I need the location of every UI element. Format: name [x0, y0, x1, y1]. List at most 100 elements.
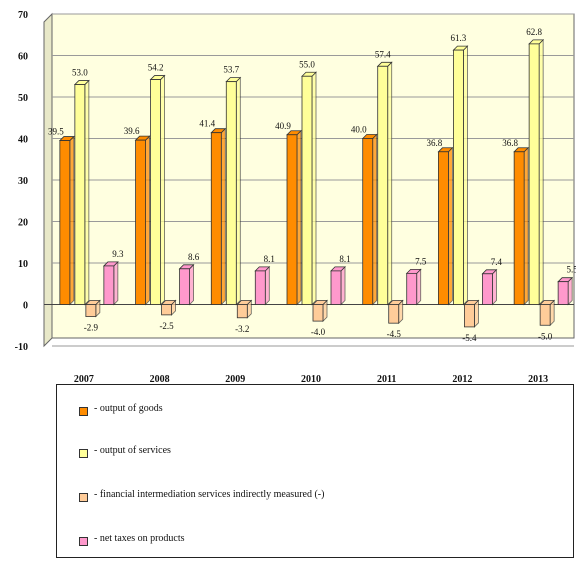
legend-item-output-of-services: - output of services [79, 445, 171, 458]
data-label: -3.2 [235, 324, 249, 334]
bar [388, 304, 400, 324]
bar-side [387, 61, 393, 306]
data-label: 54.2 [148, 63, 164, 73]
data-label: 40.9 [275, 121, 291, 131]
bar [528, 43, 540, 305]
data-label: 57.4 [375, 49, 391, 59]
data-label: -4.0 [311, 327, 326, 337]
bar [513, 151, 525, 305]
x-tick-label: 2008 [150, 374, 170, 385]
bar-side [416, 268, 422, 306]
bar [236, 304, 248, 319]
bar-side [189, 263, 194, 306]
y-tick-label: 30 [18, 176, 28, 187]
data-label: 61.3 [451, 33, 467, 43]
legend-label-fisim: - financial intermediation services indi… [94, 489, 325, 500]
bar [482, 273, 493, 305]
x-tick-label: 2013 [528, 374, 548, 385]
data-label: 62.8 [526, 27, 542, 37]
x-tick-label: 2012 [452, 374, 472, 385]
plot-side-wall [43, 12, 53, 348]
data-label: 39.6 [124, 126, 140, 136]
data-label: 36.8 [502, 138, 518, 148]
bar [74, 84, 86, 305]
bar-side [448, 146, 453, 306]
bar [286, 134, 298, 305]
bar-side [523, 146, 529, 306]
data-label: -5.4 [462, 333, 477, 343]
y-tick-label: 0 [23, 301, 28, 312]
data-label: 8.6 [188, 252, 200, 262]
legend-swatch-goods [79, 407, 88, 416]
y-tick-label: 40 [18, 135, 28, 146]
y-tick-label: 50 [18, 93, 28, 104]
bar [135, 139, 146, 305]
bar [210, 132, 222, 305]
legend-item-output-of-goods: - output of goods [79, 403, 163, 416]
data-label: 8.1 [339, 254, 350, 264]
bar [362, 138, 374, 305]
bar [85, 304, 97, 317]
bar-side [84, 79, 90, 306]
bar [150, 79, 161, 305]
bar [301, 75, 313, 305]
bar [557, 281, 569, 305]
y-tick-label: -10 [15, 342, 28, 353]
bar [438, 151, 449, 305]
legend: - output of goods - output of services -… [56, 384, 574, 558]
data-label: 7.5 [415, 256, 427, 266]
bar [539, 304, 551, 326]
y-tick-label: 60 [18, 52, 28, 63]
bar [377, 65, 389, 305]
data-label: 53.0 [72, 68, 88, 78]
x-tick-label: 2011 [377, 374, 396, 385]
bar-side [113, 260, 119, 306]
legend-swatch-fisim [79, 493, 88, 502]
data-label: -4.5 [387, 329, 402, 339]
bar-side [69, 135, 75, 306]
bar [330, 270, 342, 305]
bar-side [160, 74, 165, 306]
x-tick-label: 2010 [301, 374, 321, 385]
data-label: 5.5 [567, 265, 576, 275]
data-label: -5.0 [538, 331, 553, 341]
legend-label-goods: - output of goods [94, 403, 163, 414]
bar-side [567, 276, 573, 306]
bar-side [220, 127, 226, 306]
x-tick-label: 2009 [225, 374, 245, 385]
bar [254, 270, 266, 305]
bar [312, 304, 324, 322]
bar-side [463, 45, 468, 306]
bar [161, 304, 172, 316]
bar-side [264, 265, 270, 306]
data-label: 9.3 [112, 249, 124, 259]
data-label: 8.1 [264, 254, 275, 264]
legend-label-taxes: - net taxes on products [94, 533, 185, 544]
bar-side [372, 133, 378, 306]
bar-side [296, 129, 302, 306]
legend-item-fisim: - financial intermediation services indi… [79, 489, 324, 502]
data-label: 7.4 [491, 257, 503, 267]
legend-label-services: - output of services [94, 445, 171, 456]
bar [59, 140, 71, 305]
y-tick-label: 20 [18, 218, 28, 229]
bar [179, 268, 190, 305]
bar-side [340, 265, 346, 306]
y-tick-label: 10 [18, 259, 28, 270]
bar-side [538, 38, 544, 306]
x-tick-label: 2007 [74, 374, 94, 385]
bar [406, 272, 418, 305]
legend-swatch-taxes [79, 537, 88, 546]
data-label: 40.0 [351, 125, 367, 135]
data-label: 41.4 [199, 119, 215, 129]
data-label: -2.9 [84, 323, 99, 333]
data-label: -2.5 [159, 321, 174, 331]
legend-item-net-taxes: - net taxes on products [79, 533, 185, 546]
data-label: 36.8 [427, 138, 443, 148]
bar [103, 265, 115, 305]
y-tick-label: 70 [18, 10, 28, 21]
data-label: 55.0 [299, 59, 315, 69]
bar-side [235, 76, 241, 306]
